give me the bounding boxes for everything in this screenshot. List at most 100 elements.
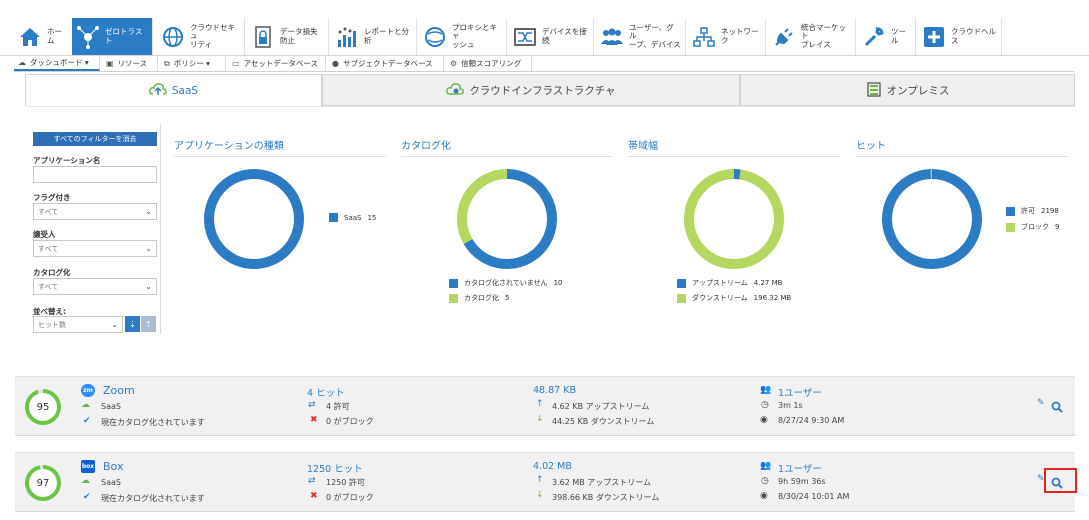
app-name-label: アプリケーション名	[33, 156, 101, 165]
plus-icon	[922, 25, 946, 49]
flagged-select[interactable]: すべて ⌄	[33, 203, 157, 220]
clock-icon: ◷	[761, 400, 769, 410]
clear-filters-button[interactable]: すべてのフィルターを消去	[33, 132, 157, 146]
subnav-asset-db-label: アセットデータベース	[243, 59, 319, 68]
resource-icon: ▣	[106, 59, 114, 68]
tab-cloud-infrastructure[interactable]: クラウドインフラストラクチャ	[322, 74, 740, 106]
nav-cloud-security[interactable]: クラウドセキュ リティ	[157, 18, 245, 55]
donut-segment	[204, 169, 304, 269]
nav-dlp[interactable]: データ損失防止	[247, 18, 329, 55]
users-link[interactable]: 1ユーザー	[778, 388, 822, 399]
cloud-icon: ☁	[18, 58, 26, 67]
tab-on-premise[interactable]: オンプレミス	[740, 74, 1075, 106]
legend-swatch	[1006, 206, 1015, 216]
nav-tools[interactable]: ツール	[858, 18, 916, 55]
chart-title-app-type: アプリケーションの種類	[174, 137, 386, 157]
nav-proxy[interactable]: プロキシとキャ ッシュ	[419, 18, 507, 55]
legend-label: ブロック	[1021, 223, 1049, 231]
sort-select[interactable]: ヒット数 ⌄	[33, 316, 123, 333]
legend-swatch	[449, 293, 458, 303]
blocked-count: 0 がブロック	[326, 493, 374, 502]
catalog-status: 現在カタログ化されています	[101, 494, 205, 503]
legend-label: ダウンストリーム	[692, 294, 748, 302]
legend-item: ブロック 9	[1006, 222, 1059, 232]
analytics-icon	[335, 25, 359, 49]
edit-pencil-icon[interactable]: ✎	[1037, 398, 1045, 408]
hits-link[interactable]: 1250 ヒット	[307, 464, 363, 475]
donut-chart-catalog	[457, 169, 557, 269]
bandwidth-total[interactable]: 48.87 KB	[533, 385, 576, 396]
legend-swatch	[329, 213, 338, 222]
catalog-status: 現在カタログ化されています	[101, 418, 205, 427]
donut-segment	[684, 169, 784, 269]
nav-users-groups-label: ユーザー、グル ープ、デバイス	[629, 22, 681, 49]
arrow-up-icon: ↑	[536, 399, 544, 409]
subnav-asset-db[interactable]: ▭ アセットデータベース	[228, 56, 326, 71]
search-icon[interactable]	[1051, 398, 1063, 417]
subnav-subject-db[interactable]: ● サブジェクトデータベース	[328, 56, 444, 71]
subnav-dashboard[interactable]: ☁ ダッシュボード ▾	[14, 56, 100, 71]
legend-item: SaaS 15	[329, 213, 376, 222]
nav-zero-trust[interactable]: ゼロトラスト	[72, 18, 153, 55]
nav-marketplace[interactable]: 統合マーケット プレイス	[768, 18, 856, 55]
nav-connect-devices[interactable]: デバイスを接続	[509, 18, 594, 55]
chart-title-bandwidth: 帯域幅	[628, 137, 840, 157]
nav-tools-label: ツール	[891, 26, 906, 45]
app-name-link[interactable]: Box	[103, 460, 124, 473]
downstream-value: 398.66 KB ダウンストリーム	[552, 493, 660, 502]
search-icon[interactable]	[1051, 474, 1063, 493]
subnav-policy[interactable]: ⧉ ポリシー ▾	[160, 56, 226, 71]
subnav-resources[interactable]: ▣ リソース	[102, 56, 158, 71]
catalog-select[interactable]: すべて ⌄	[33, 278, 157, 295]
nav-cloud-health-label: クラウドヘルス	[951, 26, 996, 45]
recipient-select[interactable]: すべて ⌄	[33, 240, 157, 257]
edit-pencil-icon[interactable]: ✎	[1037, 474, 1045, 484]
subnav-trust-scoring[interactable]: ⚙ 信頼スコアリング	[446, 56, 532, 71]
nav-dlp-label: データ損失防止	[280, 26, 318, 45]
tab-on-premise-label: オンプレミス	[886, 84, 950, 97]
sort-label: 並べ替え:	[33, 307, 66, 316]
app-card-box: 97 box Box ☁ SaaS ✔ 現在カタログ化されています 1250 ヒ…	[15, 452, 1077, 512]
tab-saas[interactable]: SaaS	[25, 74, 322, 106]
app-name-link[interactable]: Zoom	[103, 384, 135, 397]
nav-home[interactable]: ホーム	[14, 18, 72, 55]
sort-descending-button[interactable]: ⇣	[125, 316, 140, 332]
hits-link[interactable]: 4 ヒット	[307, 388, 345, 399]
globe-icon	[161, 25, 185, 49]
nav-cloud-health[interactable]: クラウドヘルス	[918, 18, 1002, 55]
nav-network[interactable]: ネットワーク	[688, 18, 766, 55]
nav-reports-label: レポートと分析	[364, 26, 409, 45]
nav-reports[interactable]: レポートと分析	[331, 18, 417, 55]
wrench-icon	[862, 25, 886, 49]
bandwidth-total[interactable]: 4.02 MB	[533, 461, 572, 472]
monitor-icon: ▭	[232, 59, 240, 68]
block-x-icon: ✖	[310, 491, 318, 501]
flagged-label: フラグ付き	[33, 193, 71, 202]
donut-chart-bandwidth	[684, 169, 784, 269]
cloud-upload-icon: ☁	[81, 400, 90, 410]
score-ring	[25, 389, 61, 425]
legend-value: 196.32 MB	[753, 294, 792, 302]
blocked-count: 0 がブロック	[326, 417, 374, 426]
box-logo-icon: box	[81, 460, 95, 473]
app-name-input[interactable]	[33, 166, 157, 183]
score-ring	[25, 465, 61, 501]
home-icon	[18, 25, 42, 49]
chart-title-catalog: カタログ化	[401, 137, 612, 157]
recipient-label: 譲受人	[33, 230, 56, 239]
donut-segment	[457, 169, 508, 244]
legend-item: カタログ化されていません 10	[449, 278, 563, 288]
nav-users-groups[interactable]: ユーザー、グル ープ、デバイス	[596, 18, 686, 55]
legend-label: 許可	[1021, 207, 1035, 215]
app-type: SaaS	[101, 478, 121, 487]
sort-ascending-button[interactable]: ⇡	[141, 316, 156, 332]
chevron-down-icon: ⌄	[111, 320, 118, 329]
subnav-trust-scoring-label: 信頼スコアリング	[461, 59, 522, 68]
users-link[interactable]: 1ユーザー	[778, 464, 822, 475]
eye-icon: ◉	[760, 415, 768, 425]
donut-chart-hits	[882, 169, 982, 269]
users-icon	[600, 25, 624, 49]
donut-segment	[463, 169, 557, 269]
legend-value: 4.27 MB	[753, 279, 783, 287]
last-seen-value: 8/27/24 9:30 AM	[778, 416, 845, 425]
